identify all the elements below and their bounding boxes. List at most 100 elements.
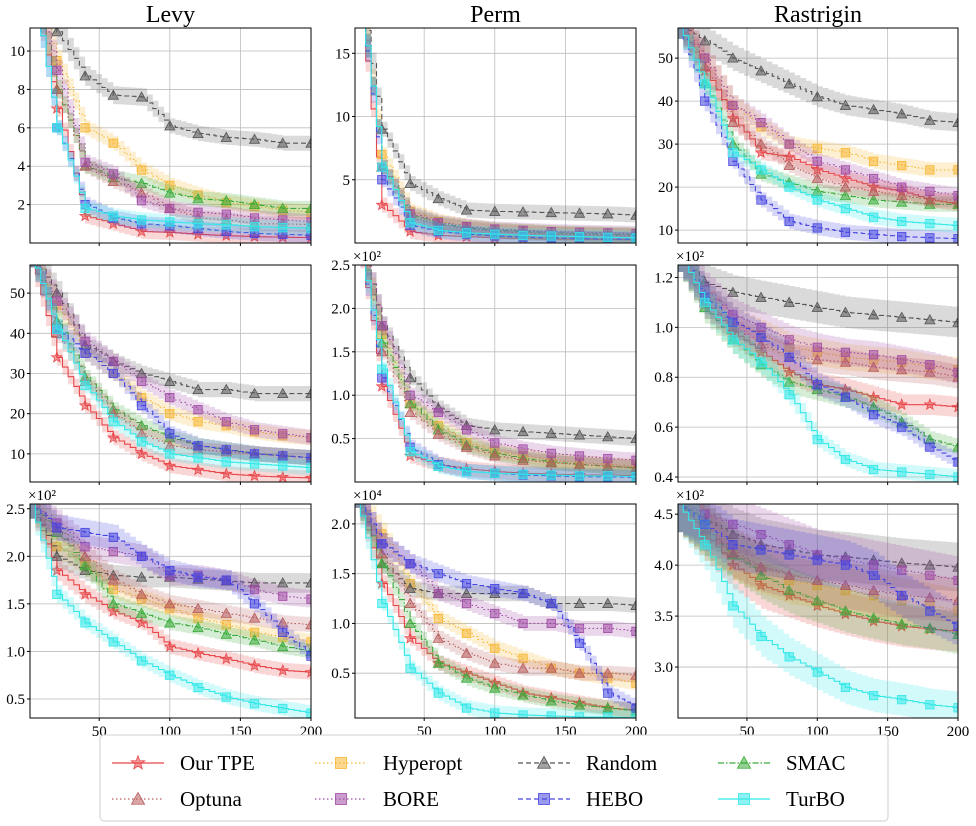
marker-turbo-140 [221, 692, 231, 702]
marker-optuna-40 [404, 597, 416, 608]
marker-hebo-60 [433, 569, 443, 579]
ytick-label: 2 [18, 198, 26, 214]
marker-our-tpe-40 [78, 209, 92, 222]
marker-smac-120 [839, 605, 852, 616]
marker-bore-20 [700, 53, 710, 63]
marker-bore-60 [108, 169, 118, 179]
marker-hebo-120 [840, 392, 851, 402]
legend-label: Hyperopt [383, 751, 462, 775]
marker-bore-60 [756, 322, 766, 332]
axis-multiplier: ×10² [353, 249, 381, 265]
axes-frame [29, 27, 312, 244]
marker-random-160 [573, 207, 586, 218]
marker-our-tpe-80 [135, 616, 148, 629]
marker-bore-160 [249, 585, 260, 595]
axis-multiplier: ×10² [676, 488, 704, 504]
band-hebo [30, 504, 311, 664]
marker-optuna-60 [755, 561, 767, 572]
marker-hyperopt-120 [193, 417, 203, 427]
marker-bore-180 [925, 360, 935, 370]
band-hebo [678, 504, 958, 648]
marker-our-tpe-120 [191, 646, 205, 659]
marker-hyperopt-100 [165, 409, 175, 419]
series-bore [365, 265, 636, 468]
legend-label: BORE [383, 787, 439, 811]
marker-smac-140 [220, 194, 232, 206]
marker-hebo-80 [136, 401, 147, 411]
plot-area [30, 504, 311, 718]
marker-random-180 [602, 597, 614, 608]
marker-hyperopt-100 [812, 143, 822, 153]
marker-turbo-60 [433, 688, 443, 698]
ytick-label: 2.0 [6, 549, 25, 565]
legend-marker [736, 755, 752, 769]
marker-random-20 [51, 550, 63, 561]
series-random [678, 28, 958, 132]
marker-smac-160 [895, 618, 908, 629]
marker-random-120 [192, 127, 204, 139]
marker-bore-120 [840, 347, 851, 357]
marker-optuna-160 [573, 458, 586, 470]
marker-optuna-180 [924, 366, 936, 377]
marker-hebo-40 [80, 527, 90, 538]
band-bore [30, 265, 311, 446]
marker-hebo-180 [925, 606, 935, 616]
marker-random-20 [699, 35, 711, 46]
marker-bore-140 [868, 560, 879, 570]
band-random [365, 265, 636, 447]
marker-turbo-100 [812, 434, 822, 445]
axes-frame [354, 27, 637, 244]
marker-turbo-160 [574, 232, 585, 242]
column-title-levy: Levy [146, 2, 195, 28]
marker-hebo-140 [868, 410, 879, 420]
marker-random-60 [107, 89, 120, 100]
marker-turbo-140 [546, 231, 556, 241]
ytick-label: 5 [343, 173, 351, 189]
ytick-label: 1.5 [331, 567, 350, 583]
axes-frame [677, 264, 959, 483]
line-optuna [30, 504, 311, 625]
marker-turbo-60 [756, 631, 766, 642]
band-random [355, 504, 636, 613]
marker-turbo-40 [405, 218, 415, 228]
marker-optuna-120 [839, 181, 852, 192]
marker-random-140 [867, 103, 880, 115]
marker-turbo-80 [461, 466, 472, 477]
series-random [51, 28, 311, 151]
marker-our-tpe-140 [867, 390, 880, 403]
marker-hebo-60 [108, 368, 118, 379]
marker-turbo-40 [405, 663, 415, 673]
series-hebo [355, 504, 636, 716]
marker-random-40 [727, 286, 739, 297]
plot-area [678, 28, 958, 243]
marker-our-tpe-60 [754, 345, 768, 358]
marker-smac-180 [924, 622, 936, 633]
marker-optuna-100 [164, 598, 176, 609]
series-turbo [30, 504, 311, 718]
marker-optuna-120 [839, 579, 852, 590]
plot-area [30, 265, 311, 482]
marker-random-200 [305, 577, 311, 588]
marker-bore-80 [461, 425, 472, 435]
marker-hebo-180 [925, 442, 935, 452]
band-smac [365, 265, 636, 476]
marker-our-tpe-60 [754, 146, 768, 159]
marker-bore-160 [574, 451, 585, 461]
marker-optuna-160 [895, 189, 908, 201]
band-random [30, 265, 311, 402]
band-hyperopt [678, 504, 958, 633]
marker-turbo-40 [80, 203, 90, 214]
series-our-tpe [30, 504, 311, 680]
marker-bore-120 [193, 207, 203, 217]
marker-smac-60 [432, 657, 445, 668]
marker-random-100 [489, 424, 501, 435]
marker-hebo-40 [728, 540, 738, 550]
marker-hebo-80 [136, 551, 147, 561]
band-random [678, 28, 958, 132]
band-random [678, 504, 958, 592]
series-hebo [30, 265, 311, 466]
ytick-label: 10 [10, 447, 25, 463]
marker-random-180 [277, 387, 289, 399]
marker-hebo-160 [897, 231, 907, 242]
